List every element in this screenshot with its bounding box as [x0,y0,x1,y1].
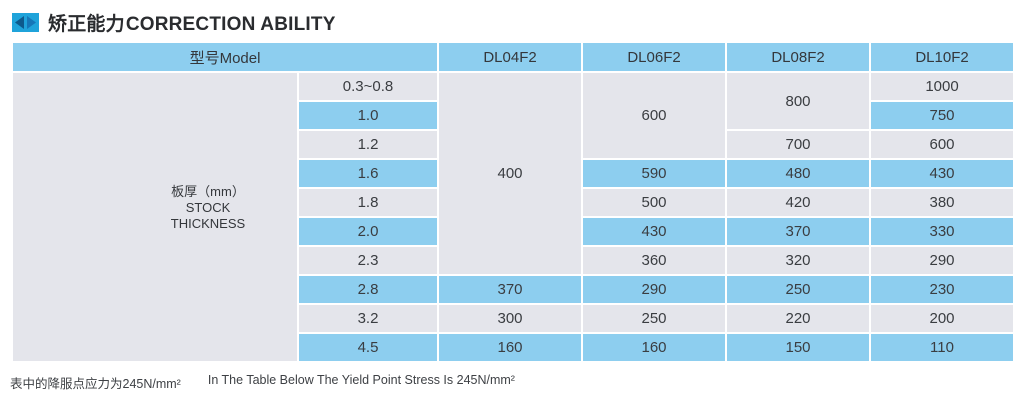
cell-thickness-2: 1.0 [299,102,438,129]
cell-dl08f2-9: 220 [727,305,870,332]
cell-dl06f2-9: 250 [583,305,726,332]
cell-dl04f2-10: 160 [439,334,582,361]
cell-thickness-10: 4.5 [299,334,438,361]
table-row: 1.2 700 600 [13,131,1014,158]
section-titlebar: 矫正能力CORRECTION ABILITY [0,0,1024,36]
cell-thickness-8: 2.8 [299,276,438,303]
table-row: 2.3 360 320 290 [13,247,1014,274]
header-model: 型号Model [13,43,438,71]
stock-thickness-label-cell: 板厚（mm） STOCK THICKNESS [13,73,297,361]
cell-dl08f2-rows1-2: 800 [727,73,870,129]
cell-thickness-5: 1.8 [299,189,438,216]
page-title-zh: 矫正能力 [48,13,125,35]
table-row: 1.0 750 [13,102,1014,129]
cell-dl10f2-4: 430 [871,160,1014,187]
cell-dl06f2-10: 160 [583,334,726,361]
cell-thickness-7: 2.3 [299,247,438,274]
cell-dl08f2-3: 700 [727,131,870,158]
table-row: 4.5 160 160 150 110 [13,334,1014,361]
stock-thickness-label: 板厚（mm） STOCK THICKNESS [120,184,296,232]
table-row: 3.2 300 250 220 200 [13,305,1014,332]
cell-dl06f2-5: 500 [583,189,726,216]
cell-dl06f2-6: 430 [583,218,726,245]
page-title-en: CORRECTION ABILITY [125,13,336,35]
header-dl04f2: DL04F2 [439,43,582,71]
cell-thickness-4: 1.6 [299,160,438,187]
table-row: 1.8 500 420 380 [13,189,1014,216]
cell-dl10f2-2: 750 [871,102,1014,129]
footnotes: 表中的降服点应力为245N/mm² In The Table Below The… [10,373,515,392]
cell-thickness-6: 2.0 [299,218,438,245]
cell-dl06f2-4: 590 [583,160,726,187]
table-header-row: 型号Model DL04F2 DL06F2 DL08F2 DL10F2 [13,43,1014,71]
table-row: 2.8 370 290 250 230 [13,276,1014,303]
cell-dl10f2-9: 200 [871,305,1014,332]
cell-dl08f2-10: 150 [727,334,870,361]
cell-dl04f2-rows1-7: 400 [439,73,582,274]
cell-dl08f2-4: 480 [727,160,870,187]
cell-dl04f2-8: 370 [439,276,582,303]
cell-thickness-3: 1.2 [299,131,438,158]
cell-dl10f2-10: 110 [871,334,1014,361]
cell-dl06f2-8: 290 [583,276,726,303]
cell-dl08f2-6: 370 [727,218,870,245]
correction-ability-table: 型号Model DL04F2 DL06F2 DL08F2 DL10F2 板厚（m… [11,41,1015,363]
page-title: 矫正能力CORRECTION ABILITY [48,9,336,36]
stock-thickness-label-en1: STOCK [185,200,231,215]
cell-dl08f2-5: 420 [727,189,870,216]
cell-dl06f2-7: 360 [583,247,726,274]
cell-dl10f2-7: 290 [871,247,1014,274]
table-row: 1.6 590 480 430 [13,160,1014,187]
stock-thickness-label-zh: 板厚（mm） [171,184,245,199]
stock-thickness-label-en2: THICKNESS [170,216,246,231]
cell-dl04f2-9: 300 [439,305,582,332]
cell-dl10f2-8: 230 [871,276,1014,303]
double-arrow-icon [12,12,39,32]
cell-dl10f2-3: 600 [871,131,1014,158]
table-row: 板厚（mm） STOCK THICKNESS 0.3~0.8 400 600 8… [13,73,1014,361]
cell-dl10f2-1: 1000 [871,73,1014,100]
footnote-zh: 表中的降服点应力为245N/mm² [10,377,181,391]
header-dl08f2: DL08F2 [727,43,870,71]
cell-dl10f2-6: 330 [871,218,1014,245]
table-row: 2.0 430 370 330 [13,218,1014,245]
cell-dl10f2-5: 380 [871,189,1014,216]
cell-thickness-9: 3.2 [299,305,438,332]
footnote-en: In The Table Below The Yield Point Stres… [207,373,515,387]
header-dl10f2: DL10F2 [871,43,1014,71]
cell-dl08f2-7: 320 [727,247,870,274]
cell-dl08f2-8: 250 [727,276,870,303]
header-dl06f2: DL06F2 [583,43,726,71]
cell-thickness-1: 0.3~0.8 [299,73,438,100]
cell-dl06f2-rows1-3: 600 [583,73,726,158]
